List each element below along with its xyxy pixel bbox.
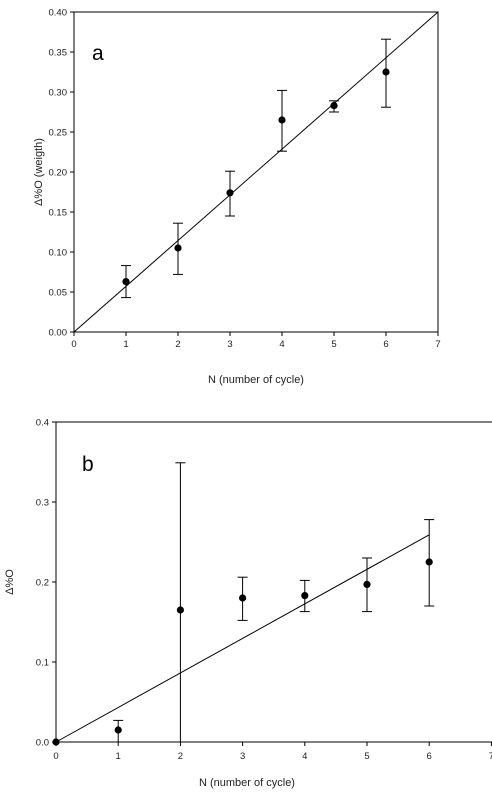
data-point — [239, 594, 247, 602]
y-tick-label: 0.0 — [36, 738, 49, 749]
x-tick-label: 3 — [227, 339, 232, 350]
x-tick-label: 1 — [123, 339, 128, 350]
panel-label-b: b — [82, 453, 94, 476]
data-point — [278, 116, 286, 124]
y-tick-label: 0.25 — [49, 128, 68, 139]
data-point — [176, 606, 184, 614]
panel-label-a: a — [92, 42, 104, 65]
y-tick-label: 0.10 — [49, 248, 68, 259]
x-axis-a: 0 1 2 3 4 5 6 7 — [71, 332, 441, 350]
data-point — [52, 738, 60, 746]
data-point — [174, 244, 182, 252]
y-tick-label: 0.20 — [49, 168, 68, 179]
data-point — [363, 580, 371, 589]
x-tick-label: 4 — [302, 751, 307, 762]
data-point — [122, 278, 130, 286]
data-point — [425, 558, 433, 566]
y-tick-label: 0.40 — [49, 8, 68, 19]
y-axis-a: 0.00 0.05 0.10 0.15 0.20 0.25 0.30 0.35 0.40 — [49, 8, 74, 339]
x-tick-label: 0 — [53, 751, 58, 762]
y-tick-label: 0.2 — [36, 578, 49, 589]
x-tick-label: 3 — [240, 751, 245, 762]
x-tick-label: 0 — [71, 339, 76, 350]
chart-b: 0.0 0.1 0.2 0.3 0.4 0 1 2 3 4 5 6 7 b N (number of … — [4, 418, 492, 789]
y-tick-label: 0.35 — [49, 48, 68, 59]
data-point — [114, 726, 122, 734]
y-tick-label: 0.15 — [49, 208, 68, 219]
chart-a: 0.00 0.05 0.10 0.15 0.20 0.25 0.30 0.35 0.40 0 1 2… — [33, 8, 441, 387]
x-axis-label-b: N (number of cycle) — [199, 777, 295, 789]
x-tick-label: 6 — [427, 751, 432, 762]
x-axis-b: 0 1 2 3 4 5 6 7 — [53, 742, 492, 762]
x-tick-label: 7 — [489, 751, 492, 762]
y-tick-label: 0.4 — [36, 418, 49, 429]
x-tick-label: 5 — [364, 751, 369, 762]
x-tick-label: 1 — [116, 751, 121, 762]
x-tick-label: 2 — [175, 339, 180, 350]
data-point — [226, 189, 234, 197]
data-point — [301, 592, 309, 600]
x-tick-label: 5 — [331, 339, 336, 350]
fit-line-a — [73, 11, 439, 333]
fit-line — [73, 11, 439, 333]
y-axis-label-b: Δ%O — [4, 569, 16, 595]
x-tick-label: 2 — [178, 751, 183, 762]
y-tick-label: 0.30 — [49, 88, 68, 99]
y-tick-label: 0.05 — [49, 288, 68, 299]
x-tick-label: 4 — [279, 339, 284, 350]
y-tick-label: 0.00 — [49, 328, 68, 339]
series-a — [121, 38, 391, 299]
data-point — [330, 102, 338, 110]
y-axis-label-a: Δ%O (weigth) — [33, 138, 45, 206]
x-axis-label-a: N (number of cycle) — [208, 374, 304, 386]
y-tick-label: 0.3 — [36, 498, 49, 509]
y-tick-label: 0.1 — [36, 658, 49, 669]
x-tick-label: 7 — [435, 339, 440, 350]
series-b — [52, 462, 435, 746]
x-tick-label: 6 — [383, 339, 388, 350]
data-point — [382, 68, 390, 76]
